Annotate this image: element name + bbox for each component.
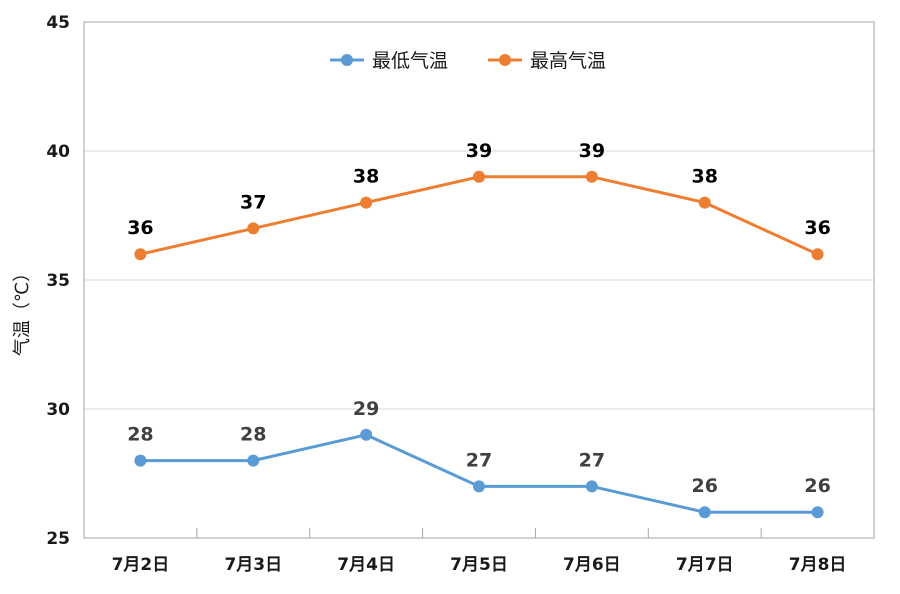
series-high: 36 37 38 39 39 38 36 — [127, 140, 831, 261]
data-label: 36 — [127, 217, 153, 239]
y-axis-label: 气温（℃） — [12, 264, 33, 356]
y-tick-label: 45 — [46, 13, 70, 33]
series-lines: 28 28 29 27 27 26 26 36 37 38 39 39 38 36 — [127, 140, 831, 519]
y-tick-label: 40 — [46, 142, 70, 162]
data-label: 36 — [804, 217, 830, 239]
series-line — [140, 175, 819, 256]
y-tick-label: 30 — [46, 400, 70, 420]
series-low: 28 28 29 27 27 26 26 — [127, 398, 831, 519]
data-label: 28 — [240, 424, 266, 446]
data-label: 27 — [579, 449, 605, 471]
legend-item: 最低气温 — [330, 50, 448, 72]
x-tick-label: 7月3日 — [224, 555, 282, 575]
x-tick-label: 7月2日 — [112, 555, 170, 575]
data-point — [811, 506, 824, 519]
grid-lines — [84, 150, 874, 410]
data-label: 37 — [240, 191, 266, 213]
y-axis-ticks: 25 30 35 40 45 — [46, 13, 70, 549]
data-label: 38 — [691, 166, 717, 188]
x-tick-label: 7月6日 — [563, 555, 621, 575]
data-point — [360, 428, 373, 441]
data-label: 38 — [353, 166, 379, 188]
data-label: 39 — [466, 140, 492, 162]
data-point — [585, 170, 598, 183]
legend-label: 最高气温 — [530, 50, 606, 72]
x-tick-label: 7月5日 — [450, 555, 508, 575]
data-point — [247, 454, 260, 467]
data-point — [585, 480, 598, 493]
data-point — [473, 480, 485, 493]
x-tick-label: 7月4日 — [337, 555, 395, 575]
data-point — [134, 454, 147, 467]
data-point — [698, 506, 711, 519]
legend-item: 最高气温 — [488, 50, 606, 72]
x-tick-label: 7月8日 — [789, 555, 847, 575]
data-label: 39 — [579, 140, 605, 162]
legend-label: 最低气温 — [372, 50, 448, 72]
data-point — [698, 196, 711, 209]
series-line — [140, 433, 818, 514]
y-tick-label: 25 — [46, 529, 70, 549]
data-point — [811, 248, 824, 261]
data-point — [360, 196, 373, 209]
x-tick-label: 7月7日 — [676, 555, 734, 575]
x-axis-ticks: 7月2日 7月3日 7月4日 7月5日 7月6日 7月7日 7月8日 — [83, 528, 875, 575]
plot-area-border — [83, 21, 875, 539]
data-label: 26 — [804, 475, 830, 497]
legend-swatch-marker — [341, 54, 353, 66]
data-label: 29 — [353, 398, 379, 420]
data-point — [134, 248, 147, 261]
data-point — [473, 170, 485, 183]
y-tick-label: 35 — [46, 271, 70, 291]
legend: 最低气温 最高气温 — [330, 50, 606, 72]
data-label: 26 — [691, 475, 717, 497]
data-label: 27 — [466, 449, 492, 471]
data-point — [247, 222, 260, 235]
legend-swatch-marker — [499, 54, 511, 66]
data-label: 28 — [127, 424, 153, 446]
